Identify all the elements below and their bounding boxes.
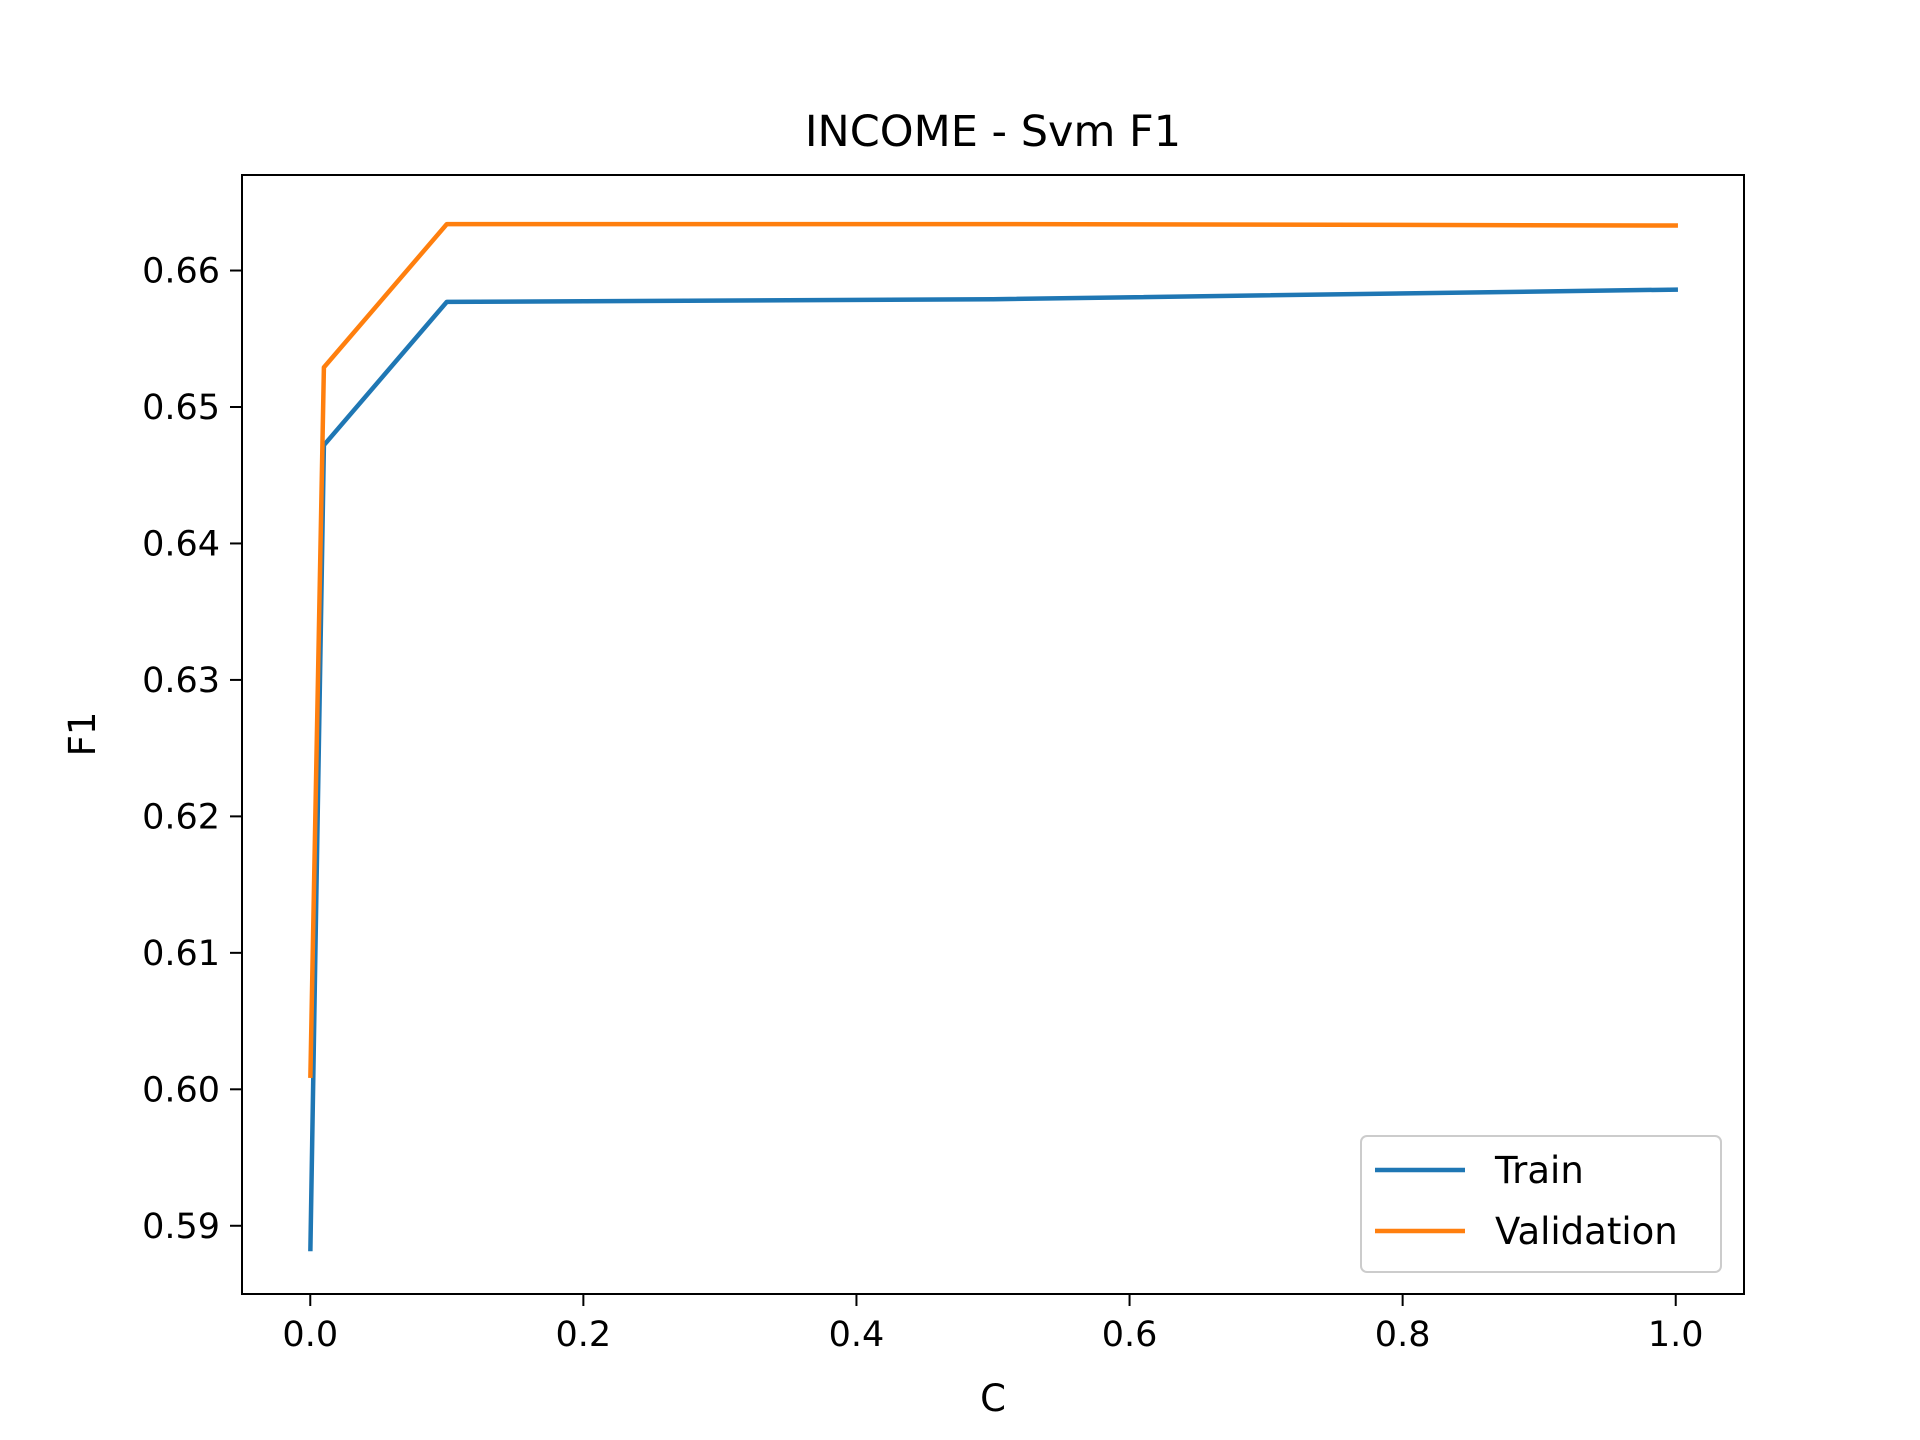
x-axis-label: C: [980, 1377, 1006, 1420]
plot-area-frame: [241, 174, 1745, 1295]
y-axis-label: F1: [61, 712, 104, 757]
y-tick-label: 0.64: [142, 524, 220, 564]
y-tick-label: 0.62: [142, 797, 220, 837]
y-tick-label: 0.65: [142, 388, 220, 428]
x-tick-label: 0.0: [282, 1315, 338, 1355]
chart-title: INCOME - Svm F1: [805, 107, 1181, 157]
legend-label-train: Train: [1494, 1149, 1584, 1192]
y-tick-label: 0.59: [142, 1207, 220, 1247]
series-layer: [308, 221, 1678, 1252]
x-tick-label: 0.8: [1375, 1315, 1431, 1355]
y-tick-label: 0.60: [142, 1070, 220, 1110]
y-tick-label: 0.61: [142, 934, 220, 974]
x-tick-label: 0.4: [829, 1315, 885, 1355]
legend-label-validation: Validation: [1495, 1210, 1678, 1253]
y-tick-label: 0.66: [142, 252, 220, 292]
x-axis-ticks: 0.0 0.2 0.4 0.6 0.8 1.0: [282, 1294, 1704, 1355]
x-tick-label: 0.2: [556, 1315, 612, 1355]
y-tick-label: 0.63: [142, 661, 220, 701]
x-tick-label: 1.0: [1648, 1315, 1704, 1355]
series-line-validation: [308, 221, 1678, 1078]
x-tick-label: 0.6: [1102, 1315, 1158, 1355]
y-axis-ticks: 0.59 0.60 0.61 0.62 0.63 0.64 0.65 0.66: [142, 252, 242, 1247]
legend: Train Validation: [1360, 1135, 1722, 1273]
